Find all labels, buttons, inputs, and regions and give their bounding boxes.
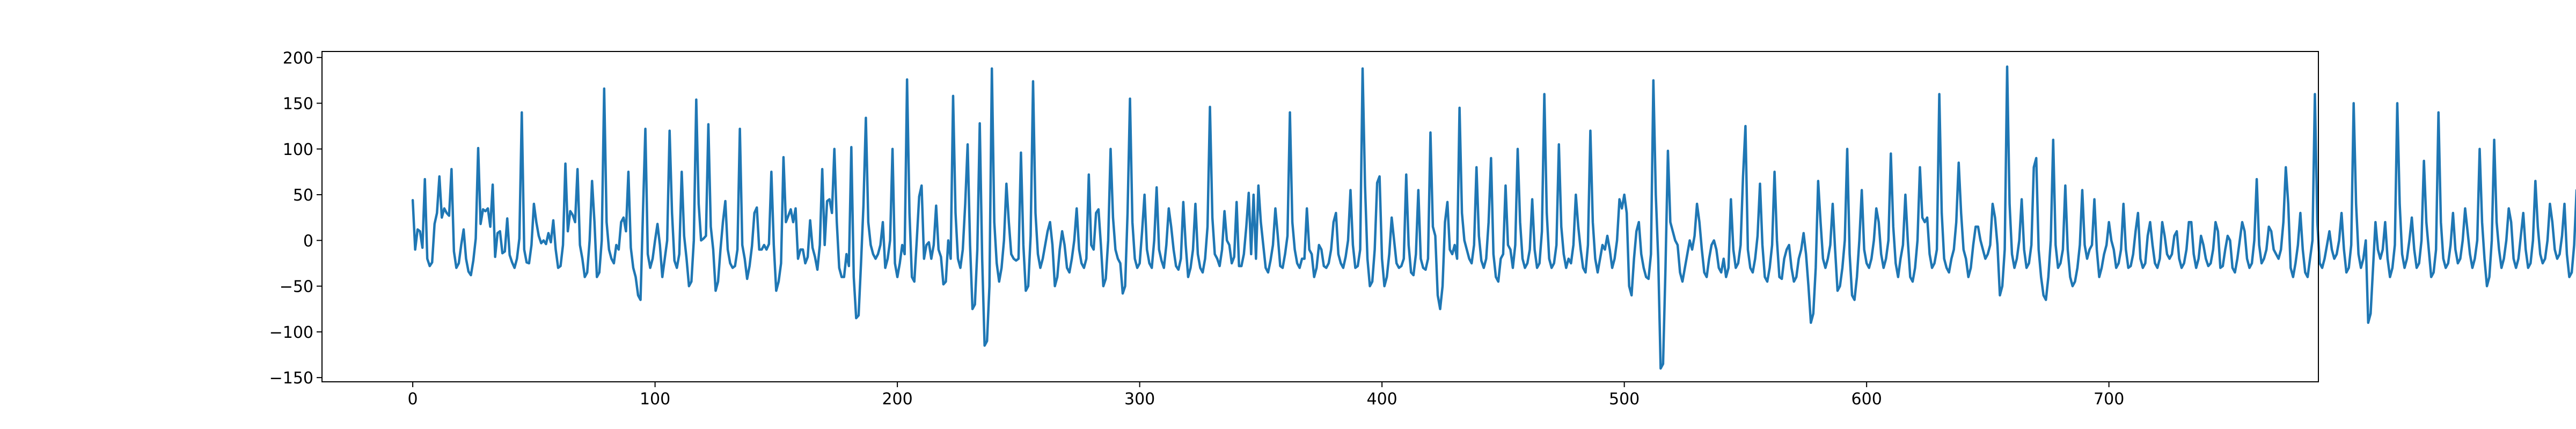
y-tick-label: 150 xyxy=(283,95,313,114)
y-tick-label: −150 xyxy=(269,369,313,388)
x-tick-label: 200 xyxy=(882,390,912,409)
y-tick-label: 50 xyxy=(293,186,313,205)
x-tick-label: 600 xyxy=(1851,390,1882,409)
series-line-0 xyxy=(411,65,2576,370)
x-tick-label: 0 xyxy=(408,390,418,409)
y-tick-label: −100 xyxy=(269,323,313,342)
x-tick-label: 400 xyxy=(1367,390,1397,409)
y-tick-label: 100 xyxy=(283,140,313,159)
axes-frame xyxy=(321,51,2319,382)
x-tick-label: 500 xyxy=(1609,390,1640,409)
plot-layer xyxy=(411,65,2576,370)
x-tick-label: 100 xyxy=(640,390,670,409)
y-tick-label: −50 xyxy=(280,278,313,297)
x-tick-label: 700 xyxy=(2094,390,2124,409)
y-tick-label: 200 xyxy=(283,49,313,68)
x-tick-label: 300 xyxy=(1124,390,1155,409)
y-tick-label: 0 xyxy=(303,232,313,250)
ticks-layer: 0 100 200 300 400 500 600 700 −150 −100 −50 0 50 100 1… xyxy=(269,49,2125,409)
